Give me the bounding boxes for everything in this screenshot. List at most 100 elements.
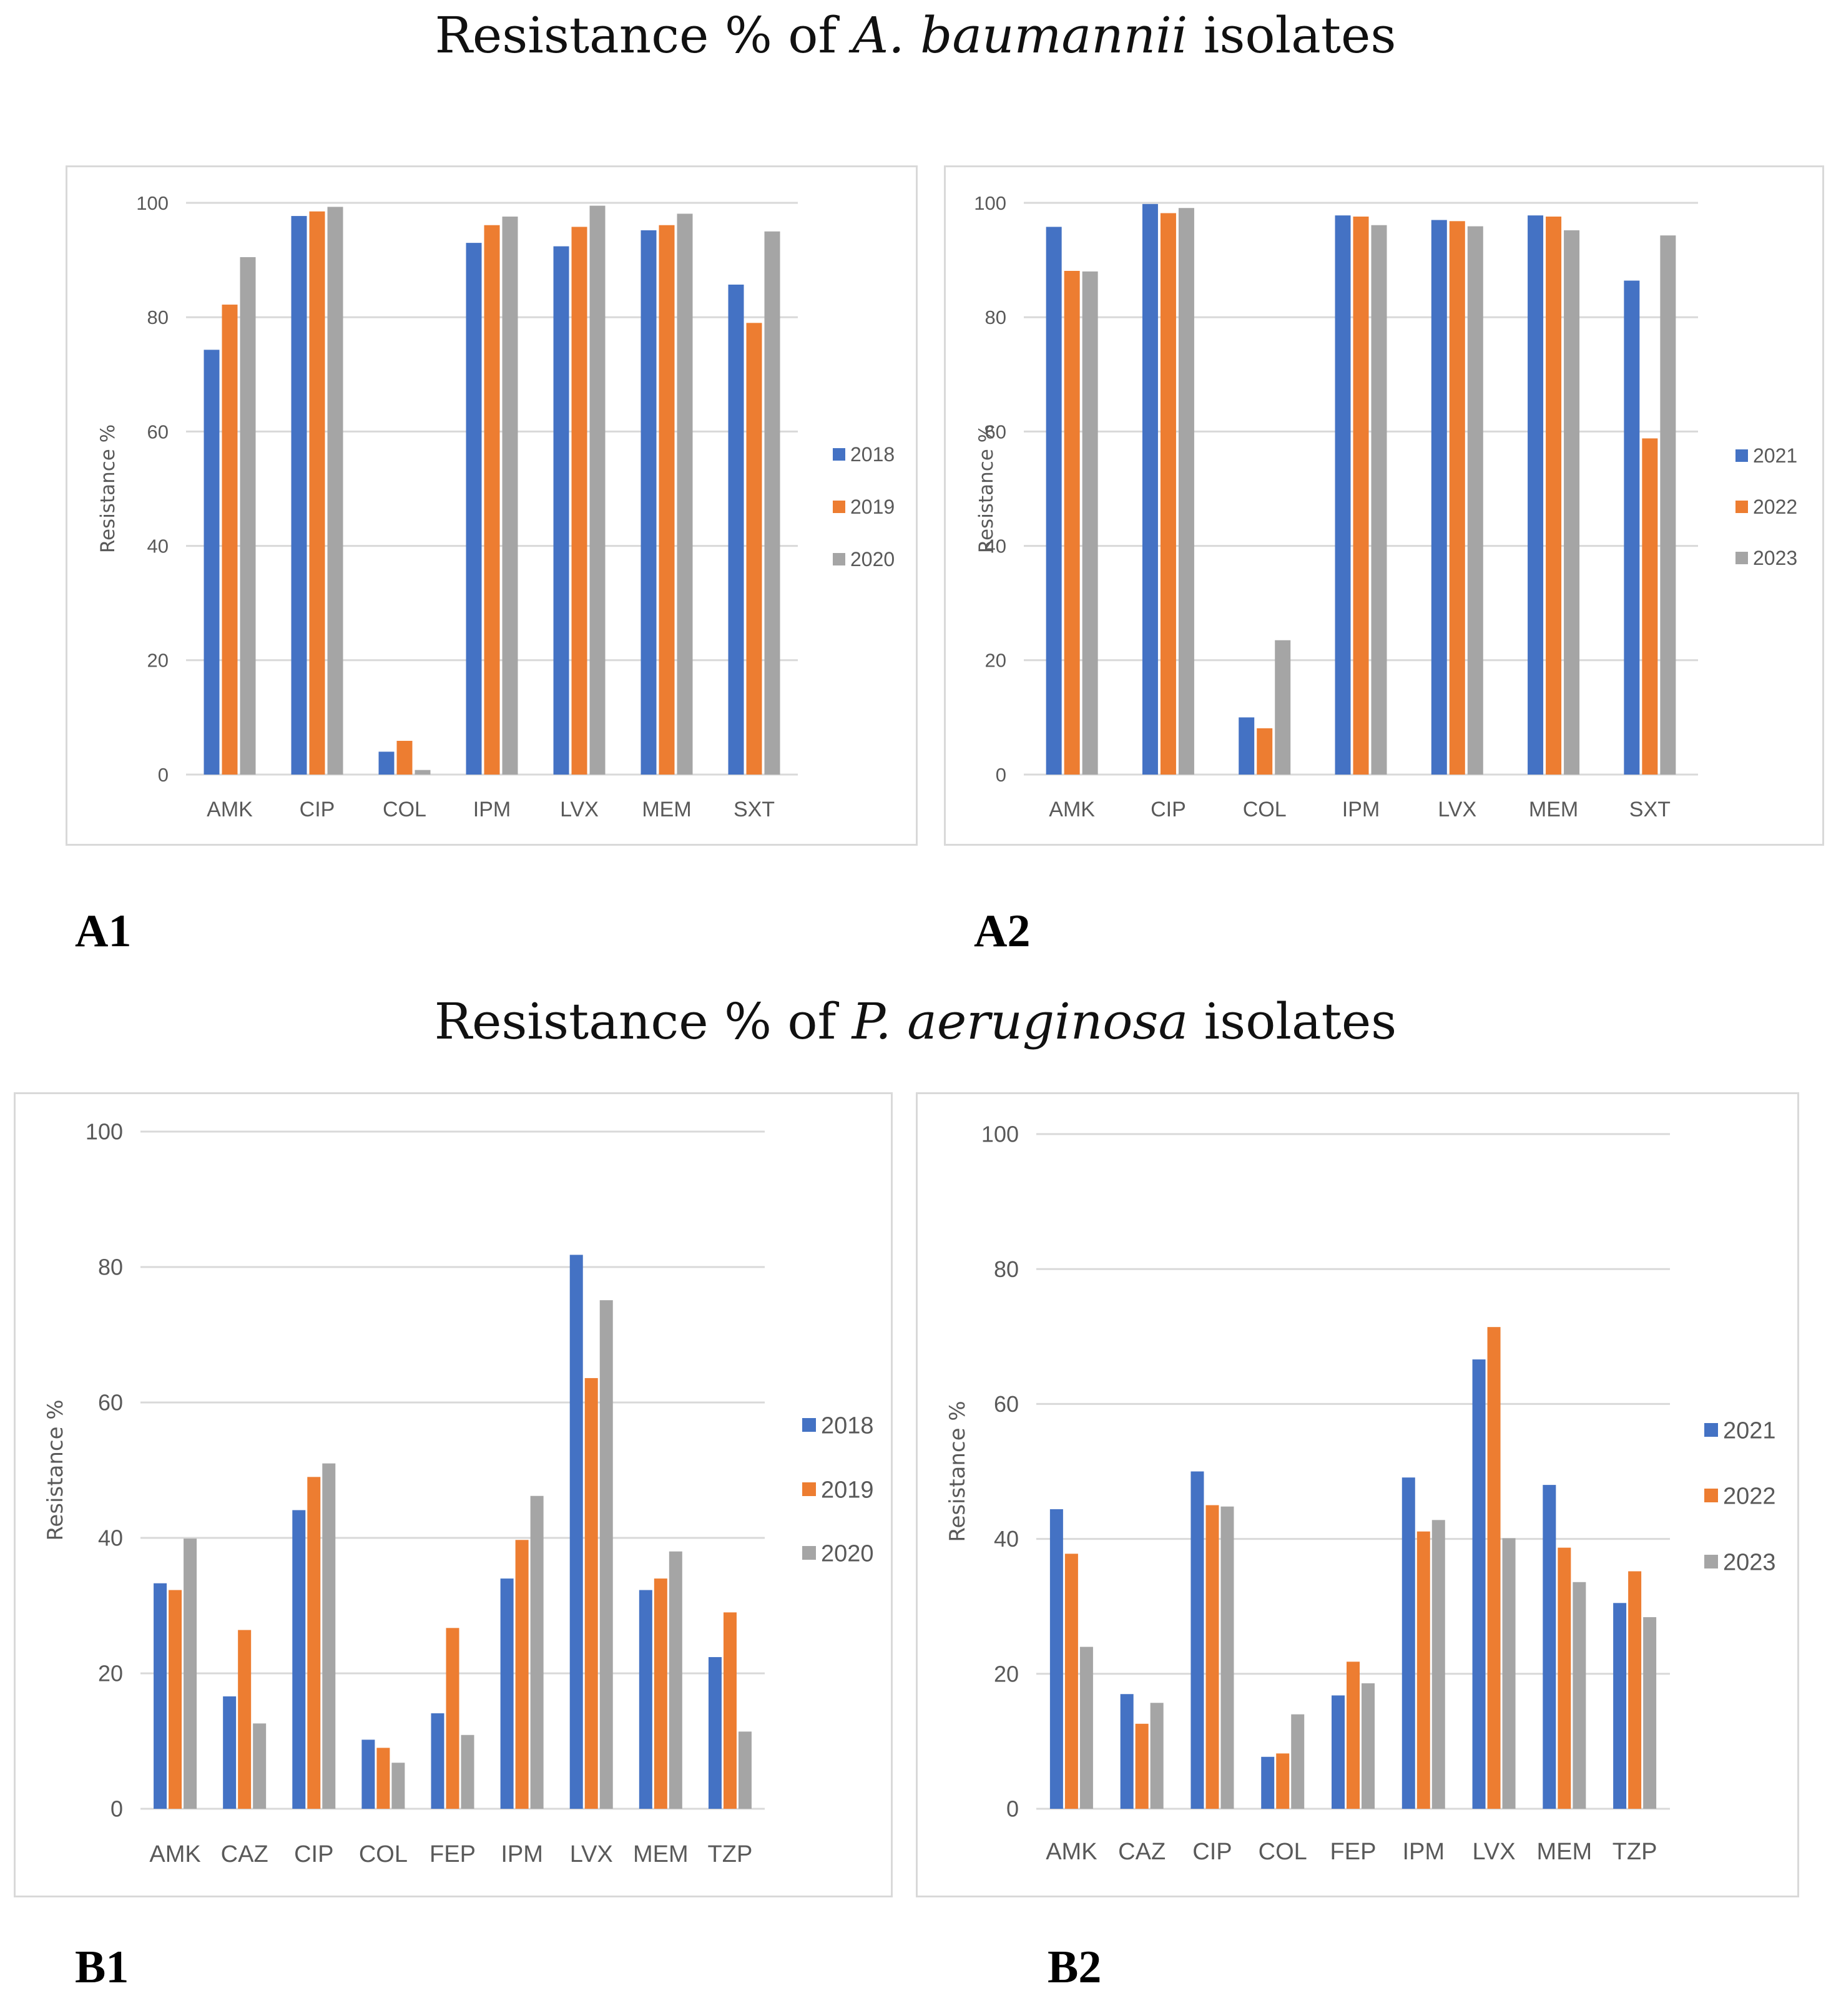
x-category-label: FEP: [1330, 1839, 1377, 1865]
bar-b1-amk-2020: [184, 1539, 197, 1809]
y-tick-label: 0: [996, 764, 1006, 786]
bar-a1-sxt-2019: [746, 323, 762, 775]
x-category-label: SXT: [734, 798, 775, 821]
legend-label: 2022: [1753, 496, 1797, 518]
bar-a1-amk-2019: [222, 305, 238, 775]
bar-b2-ipm-2023: [1431, 1520, 1445, 1809]
x-category-label: IPM: [1402, 1839, 1445, 1865]
legend-swatch: [833, 501, 845, 513]
x-category-label: CAZ: [221, 1841, 268, 1867]
bar-a2-amk-2021: [1046, 227, 1062, 775]
bar-b1-lvx-2020: [599, 1300, 613, 1809]
y-axis-label: Resistance %: [43, 1399, 68, 1540]
legend-label: 2022: [1723, 1483, 1776, 1509]
y-tick-label: 100: [86, 1119, 123, 1145]
x-category-label: SXT: [1629, 798, 1671, 821]
bar-b1-amk-2019: [169, 1590, 182, 1809]
legend-swatch: [1735, 449, 1748, 462]
bar-b1-tzp-2020: [738, 1731, 752, 1809]
bar-b2-caz-2021: [1120, 1694, 1134, 1809]
y-tick-label: 0: [1006, 1796, 1019, 1822]
bar-b1-col-2019: [376, 1748, 390, 1809]
bar-b1-caz-2018: [223, 1696, 237, 1809]
legend-label: 2019: [850, 496, 895, 518]
bar-a2-lvx-2022: [1449, 221, 1465, 775]
bar-b2-fep-2023: [1362, 1683, 1375, 1809]
bar-a2-cip-2021: [1142, 203, 1158, 775]
y-tick-label: 80: [147, 306, 169, 328]
legend-label: 2023: [1753, 547, 1797, 569]
bar-b1-col-2018: [361, 1740, 375, 1809]
bar-a1-col-2019: [396, 740, 413, 775]
bar-a1-cip-2018: [291, 216, 307, 775]
bar-a2-ipm-2023: [1371, 225, 1387, 775]
x-category-label: AMK: [1049, 798, 1095, 821]
y-tick-label: 100: [981, 1122, 1019, 1147]
x-category-label: AMK: [207, 798, 253, 821]
y-tick-label: 0: [110, 1796, 123, 1822]
bar-a2-mem-2021: [1528, 215, 1544, 775]
bar-a2-ipm-2021: [1335, 215, 1351, 775]
bar-b1-fep-2020: [461, 1735, 474, 1809]
y-tick-label: 20: [147, 650, 169, 672]
bar-b1-mem-2018: [639, 1590, 652, 1809]
y-tick-label: 20: [994, 1661, 1019, 1686]
bar-a1-sxt-2018: [728, 284, 744, 775]
species-name-b: P. aeruginosa: [852, 992, 1189, 1050]
y-tick-label: 0: [158, 764, 169, 786]
legend-swatch: [833, 448, 845, 461]
y-tick-label: 100: [974, 192, 1006, 214]
bar-b2-lvx-2022: [1487, 1327, 1501, 1809]
bar-a2-ipm-2022: [1353, 216, 1369, 775]
y-tick-label: 100: [136, 192, 169, 214]
x-category-label: AMK: [149, 1841, 200, 1867]
x-category-label: LVX: [570, 1841, 613, 1867]
x-category-label: COL: [1243, 798, 1287, 821]
legend-swatch: [1735, 501, 1748, 513]
x-category-label: CIP: [294, 1841, 333, 1867]
bar-b1-caz-2020: [253, 1723, 267, 1809]
bar-a1-lvx-2018: [553, 246, 569, 775]
x-category-label: IPM: [501, 1841, 543, 1867]
bar-a1-mem-2018: [641, 230, 657, 775]
bar-b2-tzp-2023: [1643, 1617, 1657, 1809]
chart-a1: 0 20 40 60 80 100 Resistance % AMK CIP COL IPM LVX M…: [66, 165, 918, 846]
bar-b1-mem-2020: [669, 1551, 682, 1809]
legend-label: 2020: [821, 1540, 874, 1567]
bar-a1-mem-2020: [677, 213, 693, 775]
y-tick-label: 80: [994, 1256, 1019, 1282]
legend-swatch: [1704, 1423, 1718, 1437]
bar-b1-cip-2019: [307, 1477, 321, 1809]
bar-a2-col-2022: [1257, 728, 1273, 775]
bar-a1-col-2018: [378, 751, 395, 775]
chart-b2: 0 20 40 60 80 100 Resistance % AMK CAZ CIP COL FEP I…: [916, 1092, 1799, 1897]
section-title-a: Resistance % of A. baumannii isolates: [434, 6, 1397, 64]
bar-b2-amk-2023: [1079, 1647, 1093, 1809]
legend-label: 2021: [1723, 1417, 1776, 1444]
bar-a1-amk-2020: [240, 257, 256, 775]
chart-b1: 0 20 40 60 80 100 Resistance % AMK CAZ CIP COL FEP I…: [14, 1092, 893, 1897]
bar-a2-amk-2023: [1082, 271, 1098, 775]
bar-b1-mem-2019: [654, 1578, 667, 1809]
bar-a2-col-2023: [1275, 640, 1291, 775]
chart-svg-a2: 0 20 40 60 80 100 Resistance % AMK CIP COL IPM LVX M…: [974, 192, 1797, 821]
bar-b1-ipm-2020: [530, 1495, 544, 1809]
y-axis-label: Resistance %: [945, 1401, 970, 1542]
legend-swatch: [802, 1482, 816, 1496]
bar-b2-lvx-2023: [1502, 1538, 1516, 1809]
legend-swatch: [802, 1418, 816, 1432]
bar-b2-cip-2023: [1220, 1506, 1234, 1809]
bar-a1-lvx-2020: [589, 205, 606, 775]
bar-b2-ipm-2021: [1401, 1477, 1415, 1809]
x-category-label: TZP: [708, 1841, 753, 1867]
bar-a2-sxt-2021: [1624, 280, 1640, 775]
x-category-label: MEM: [1537, 1839, 1593, 1865]
bar-b2-ipm-2022: [1416, 1531, 1430, 1809]
y-tick-label: 80: [985, 306, 1006, 328]
bar-a1-lvx-2019: [571, 227, 587, 775]
x-category-label: IPM: [473, 798, 511, 821]
bar-b1-fep-2019: [446, 1628, 459, 1809]
y-tick-label: 40: [147, 535, 169, 557]
x-category-label: MEM: [1529, 798, 1578, 821]
y-axis-label: Resistance %: [97, 424, 119, 553]
